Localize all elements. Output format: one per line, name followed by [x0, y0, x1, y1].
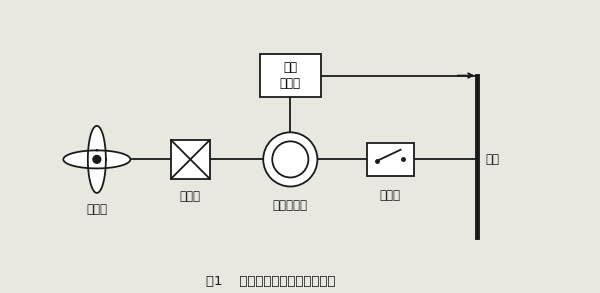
Polygon shape	[64, 150, 130, 168]
Text: 电网: 电网	[485, 153, 499, 166]
Circle shape	[93, 156, 101, 163]
Circle shape	[272, 141, 308, 178]
Text: 同步发电机: 同步发电机	[273, 199, 308, 212]
Text: 图1    同步发电机与电网并联电路: 图1 同步发电机与电网并联电路	[206, 275, 336, 288]
Bar	[367, 143, 413, 176]
Bar	[260, 54, 321, 98]
Circle shape	[263, 132, 317, 186]
Text: 齿轮箱: 齿轮箱	[180, 190, 201, 203]
Text: 断路器: 断路器	[380, 189, 401, 202]
Text: 风力机: 风力机	[86, 203, 107, 216]
Polygon shape	[88, 126, 106, 193]
Text: 励磁
调节器: 励磁 调节器	[280, 61, 301, 90]
Bar	[171, 140, 210, 179]
